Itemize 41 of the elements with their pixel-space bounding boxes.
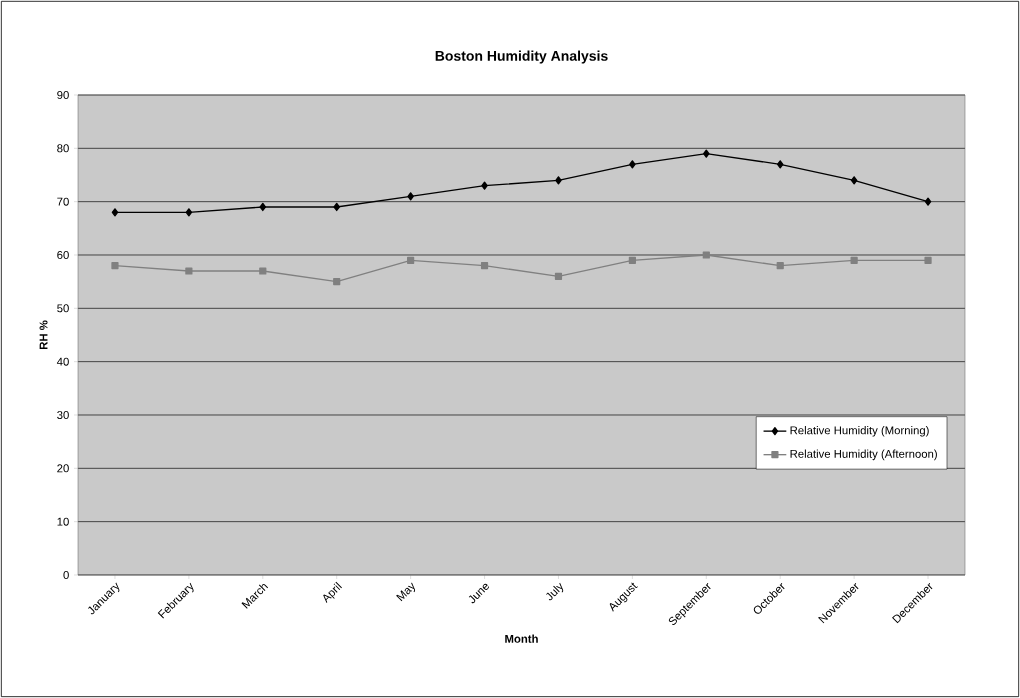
point bbox=[776, 262, 784, 270]
point bbox=[407, 256, 415, 264]
point bbox=[111, 262, 119, 270]
point bbox=[259, 267, 267, 275]
y-tick-label: 80 bbox=[57, 144, 69, 153]
point bbox=[628, 256, 636, 264]
point bbox=[924, 256, 932, 264]
point bbox=[629, 160, 636, 169]
y-tick-label: 40 bbox=[56, 357, 69, 366]
point bbox=[333, 278, 341, 286]
legend-label: Relative Humidity (Afternoon) bbox=[790, 449, 937, 461]
point bbox=[924, 197, 932, 206]
y-tick-label: 50 bbox=[57, 304, 69, 313]
point bbox=[554, 272, 563, 280]
point bbox=[702, 251, 710, 259]
point bbox=[185, 208, 193, 217]
y-tick-label: 20 bbox=[57, 464, 69, 473]
x-tick-label: July bbox=[546, 582, 564, 601]
point bbox=[481, 181, 488, 190]
point bbox=[259, 202, 267, 212]
point bbox=[850, 176, 858, 185]
point bbox=[333, 202, 340, 212]
y-tick-label: 0 bbox=[63, 570, 69, 579]
y-axis-title: RH % bbox=[39, 320, 48, 350]
chart-title: Boston Humidity Analysis bbox=[435, 50, 608, 64]
y-tick-label: 70 bbox=[57, 197, 69, 206]
point bbox=[111, 208, 119, 217]
point bbox=[185, 267, 193, 275]
legend-label: Relative Humidity (Morning) bbox=[790, 426, 929, 437]
x-tick-label: May bbox=[396, 582, 416, 602]
y-tick-label: 10 bbox=[57, 517, 69, 526]
y-tick-label: 30 bbox=[57, 410, 69, 419]
point bbox=[407, 192, 414, 201]
point bbox=[480, 262, 489, 270]
point bbox=[850, 256, 858, 264]
y-tick-label: 90 bbox=[57, 90, 69, 99]
point bbox=[703, 149, 710, 158]
point bbox=[776, 160, 784, 169]
y-tick-label: 60 bbox=[57, 250, 69, 259]
point bbox=[555, 176, 562, 185]
x-axis-title: Month bbox=[505, 634, 538, 643]
